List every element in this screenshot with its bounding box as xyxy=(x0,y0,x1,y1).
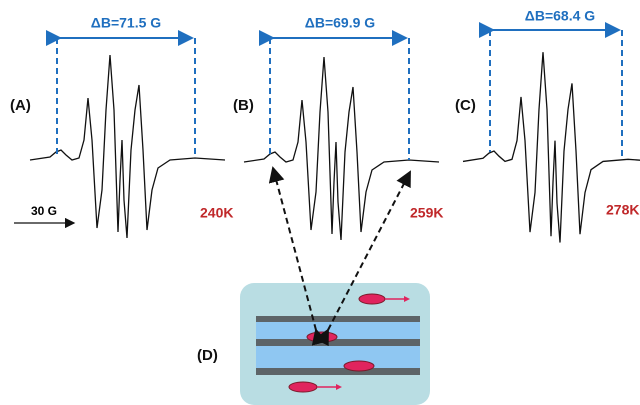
temperature: 259K xyxy=(410,205,443,221)
layer xyxy=(256,346,420,368)
layer xyxy=(256,316,420,322)
temperature: 240K xyxy=(200,205,233,221)
panel-label: (D) xyxy=(197,347,218,364)
panel-c: ΔB=68.4 G (C) 278K xyxy=(455,8,640,243)
layer xyxy=(256,368,420,375)
panel-label: (C) xyxy=(455,97,476,114)
delta-label: ΔB=68.4 G xyxy=(525,8,595,24)
scale-label: 30 G xyxy=(31,204,57,218)
panel-label: (B) xyxy=(233,97,254,114)
layer xyxy=(256,322,420,339)
panel-b: ΔB=69.9 G (B) 259K xyxy=(233,15,443,240)
layer xyxy=(256,339,420,346)
schematic: (D) xyxy=(197,283,430,405)
figure: ΔB=71.5 G (A) 240K ΔB=69.9 G (B) 259K ΔB… xyxy=(0,0,640,405)
probe xyxy=(307,332,337,342)
delta-label: ΔB=71.5 G xyxy=(91,15,161,31)
probe xyxy=(344,361,374,371)
delta-label: ΔB=69.9 G xyxy=(305,15,375,31)
probe xyxy=(289,382,317,392)
probe xyxy=(359,294,385,304)
panel-label: (A) xyxy=(10,97,31,114)
temperature: 278K xyxy=(606,202,639,218)
